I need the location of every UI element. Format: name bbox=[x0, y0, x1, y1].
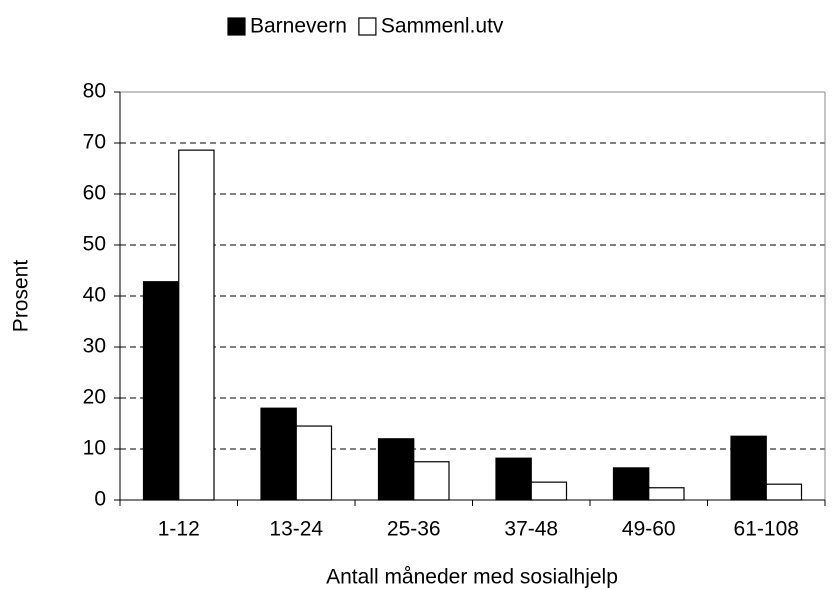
bar bbox=[413, 461, 450, 501]
y-tick-label: 0 bbox=[94, 488, 106, 511]
legend-label: Sammenl.utv bbox=[381, 15, 504, 38]
y-axis-label: Prosent bbox=[10, 260, 33, 333]
bar bbox=[730, 435, 767, 501]
x-tick-label: 1-12 bbox=[158, 518, 200, 541]
bar bbox=[612, 467, 650, 501]
legend-label: Barnevern bbox=[250, 15, 347, 38]
x-tick-label: 61-108 bbox=[734, 518, 799, 541]
y-tick-label: 10 bbox=[83, 437, 106, 460]
bar bbox=[530, 481, 568, 501]
y-tick-label: 30 bbox=[83, 335, 106, 358]
bar bbox=[295, 425, 333, 501]
bar bbox=[260, 407, 297, 501]
legend-swatch bbox=[358, 17, 377, 36]
x-axis-label: Antall måneder med sosialhjelp bbox=[326, 566, 618, 589]
y-tick-label: 80 bbox=[83, 80, 106, 103]
x-tick-label: 13-24 bbox=[269, 518, 323, 541]
y-tick-label: 40 bbox=[83, 284, 106, 307]
x-tick-label: 37-48 bbox=[504, 518, 558, 541]
x-tick-label: 25-36 bbox=[387, 518, 441, 541]
bar bbox=[495, 457, 532, 501]
bar bbox=[142, 281, 180, 501]
bar bbox=[648, 487, 685, 501]
y-tick-label: 70 bbox=[83, 131, 106, 154]
y-tick-label: 50 bbox=[83, 233, 106, 256]
bar bbox=[377, 438, 415, 501]
legend-swatch bbox=[227, 17, 246, 36]
x-tick-label: 49-60 bbox=[622, 518, 676, 541]
bar bbox=[765, 483, 803, 501]
y-tick-label: 20 bbox=[83, 386, 106, 409]
y-tick-label: 60 bbox=[83, 182, 106, 205]
bar bbox=[178, 149, 215, 501]
